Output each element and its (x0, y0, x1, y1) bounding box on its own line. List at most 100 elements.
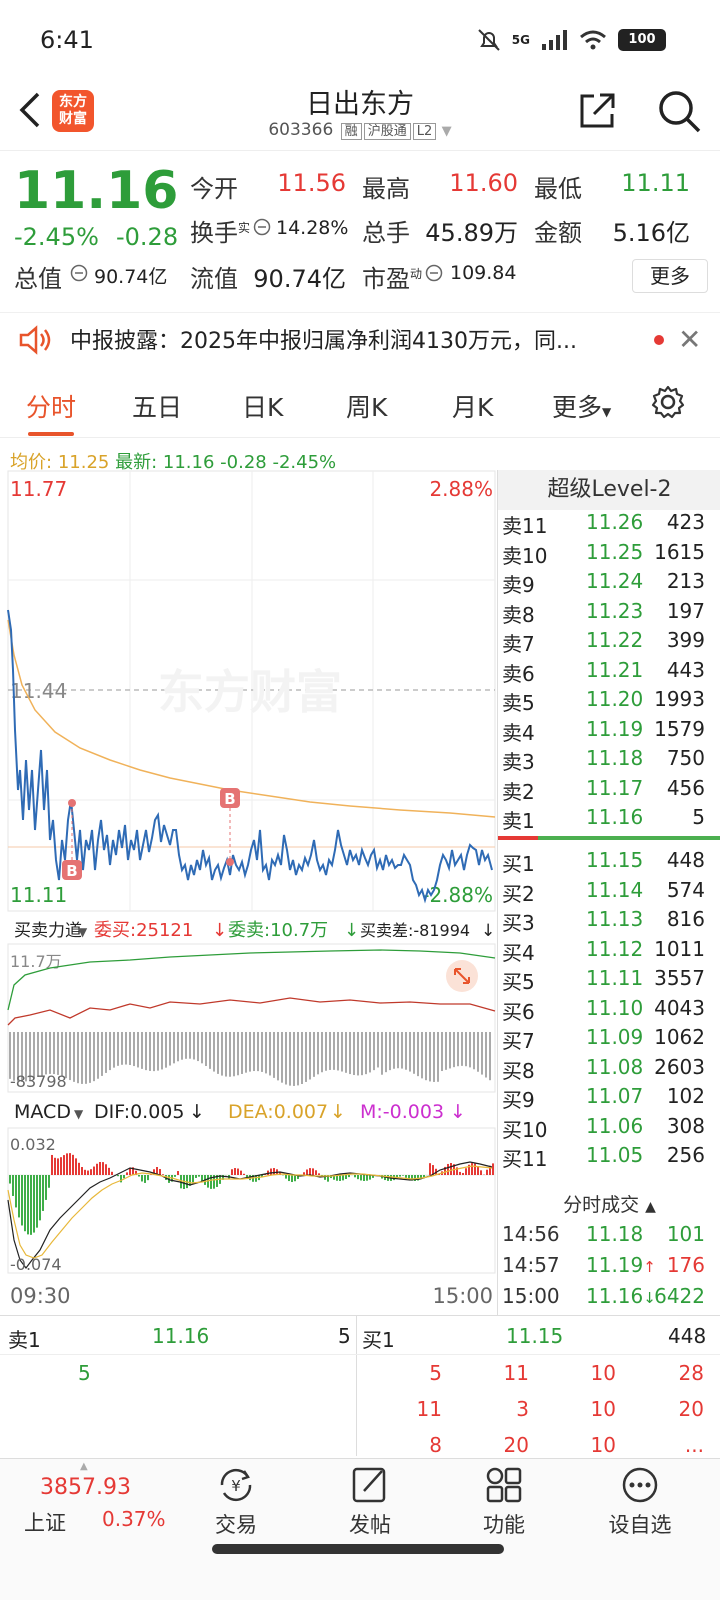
tick-volume: 101 (666, 1222, 705, 1246)
index-widget[interactable]: ▲ 3857.93 上证 0.37% (0, 1459, 176, 1549)
tab-intraday[interactable]: 分时 (26, 393, 77, 422)
tab-monthly-k[interactable]: 月K (452, 393, 494, 422)
l1-buy-vol: 448 (668, 1324, 707, 1348)
nav-add-watchlist-label: 设自选 (608, 1513, 672, 1537)
buy-level-row[interactable]: 买9 11.07 102 (498, 1084, 720, 1114)
sell-level-row[interactable]: 卖5 11.20 1993 (498, 687, 720, 717)
index-name: 上证 (24, 1511, 66, 1535)
share-icon[interactable] (578, 90, 618, 130)
turnover-info-icon[interactable] (253, 218, 271, 240)
dea-arrow: ↓ (330, 1101, 346, 1123)
search-icon[interactable] (656, 88, 702, 134)
sell-level-label: 卖9 (502, 573, 535, 597)
nav-functions-label: 功能 (483, 1513, 525, 1537)
sell-level-row[interactable]: 卖8 11.23 197 (498, 599, 720, 629)
buy-queue-item: 20 (678, 1397, 704, 1421)
sell-level-row[interactable]: 卖10 11.25 1615 (498, 540, 720, 570)
buy-queue-item: 28 (678, 1361, 704, 1385)
buy-level-row[interactable]: 买8 11.08 2603 (498, 1055, 720, 1085)
buy-queue-item: 10 (590, 1433, 616, 1457)
nav-add-watchlist[interactable]: 设自选 (580, 1459, 700, 1539)
sell-level-row[interactable]: 卖2 11.17 456 (498, 776, 720, 806)
buy-marker-dot (226, 858, 234, 866)
tag-hk-connect: 沪股通 (363, 123, 411, 140)
nav-trade[interactable]: ¥ 交易 (176, 1459, 296, 1539)
intraday-chart[interactable]: 东方财富 11.77 2.88% 11.44 11.11 -2.88% B B … (0, 470, 505, 1330)
tab-five-day[interactable]: 五日 (132, 393, 183, 422)
buy-level-label: 买2 (502, 881, 535, 906)
tab-daily-k[interactable]: 日K (242, 393, 284, 422)
dif-value: DIF:0.005 (94, 1101, 184, 1123)
buy-level-label: 买8 (502, 1058, 535, 1083)
market-cap-info-icon[interactable] (70, 264, 88, 286)
nav-post[interactable]: 发帖 (310, 1459, 430, 1539)
buy-level-label: 买5 (502, 970, 535, 994)
ticks-title[interactable]: 分时成交 ▲ (563, 1194, 656, 1216)
tick-direction: ↓ (643, 1289, 656, 1307)
buy-level-row[interactable]: 买10 11.06 308 (498, 1114, 720, 1144)
buy-level-row[interactable]: 买1 11.15 448 (498, 848, 720, 878)
sell-level-volume: 1615 (654, 539, 705, 564)
sell-level-row[interactable]: 卖1 11.16 5 (498, 805, 720, 835)
yen-refresh-icon: ¥ (220, 1468, 252, 1502)
buy-queue-item: 20 (503, 1433, 529, 1457)
order-book[interactable]: 超级Level-2 卖11 11.26 423 卖10 11.25 1615 卖9 11.24… (497, 470, 720, 1315)
buy-level-row[interactable]: 买6 11.10 4043 (498, 996, 720, 1026)
sell-queue-item: 5 (78, 1361, 91, 1385)
buy-level-row[interactable]: 买11 11.05 256 (498, 1143, 720, 1173)
tick-volume: 176 (666, 1253, 705, 1277)
dropdown-triangle-icon[interactable]: ▼ (441, 124, 452, 139)
tab-more[interactable]: 更多▼ (552, 393, 612, 422)
caret-up-icon: ▲ (80, 1461, 88, 1472)
price-line (7, 609, 493, 904)
buy-level-row[interactable]: 买4 11.12 1011 (498, 937, 720, 967)
buy-level-row[interactable]: 买3 11.13 816 (498, 907, 720, 937)
change-percent: -2.45% (14, 223, 99, 251)
high-label: 最高 (362, 175, 410, 203)
sell-force-line (7, 997, 496, 1026)
y-top-pct-label: 2.88% (429, 477, 493, 501)
sell-level-price: 11.23 (586, 598, 644, 623)
gear-icon[interactable] (650, 384, 686, 420)
sell-level-row[interactable]: 卖7 11.22 399 (498, 628, 720, 658)
buy-level-volume: 574 (666, 877, 705, 902)
close-icon[interactable]: ✕ (678, 323, 702, 356)
sell-level-row[interactable]: 卖11 11.26 423 (498, 510, 720, 540)
back-arrow-icon[interactable] (16, 90, 46, 130)
macd-label[interactable]: MACD (14, 1101, 71, 1123)
low-value: 11.11 (621, 169, 690, 197)
tab-weekly-k[interactable]: 周K (346, 393, 388, 422)
home-indicator[interactable] (212, 1544, 504, 1554)
logo-text: 东方财富 (59, 94, 87, 127)
collapse-triangle-icon[interactable]: ▲ (645, 1199, 656, 1215)
buy-level-row[interactable]: 买7 11.09 1062 (498, 1025, 720, 1055)
dropdown-triangle-icon[interactable]: ▼ (74, 1107, 84, 1121)
force-indicator-label[interactable]: 买卖力道 (14, 921, 82, 941)
turnover-label: 换手实 (190, 219, 251, 247)
sell-level-row[interactable]: 卖6 11.21 443 (498, 658, 720, 688)
price-summary-line: 均价: 11.25 最新: 11.16 -0.28 -2.45% (10, 448, 336, 474)
more-stats-button[interactable]: 更多 (632, 259, 708, 293)
l1-sell-vol: 5 (338, 1324, 351, 1348)
tick-price: 11.19↑ (586, 1253, 656, 1277)
sell-level-price: 11.24 (586, 569, 644, 593)
buy-level-price: 11.15 (586, 848, 644, 872)
buy-level-label: 买7 (502, 1029, 535, 1053)
buy-level-row[interactable]: 买5 11.11 3557 (498, 966, 720, 996)
nav-functions[interactable]: 功能 (444, 1459, 564, 1539)
dropdown-triangle-icon[interactable]: ▼ (78, 925, 88, 939)
m-value: M:-0.003 (360, 1101, 444, 1123)
change-amount: -0.28 (116, 223, 179, 251)
buy-marker-badge[interactable] (62, 860, 82, 880)
sell-level-row[interactable]: 卖3 11.18 750 (498, 746, 720, 776)
buy-level-row[interactable]: 买2 11.14 574 (498, 878, 720, 908)
pe-info-icon[interactable] (425, 264, 443, 286)
order-book-title[interactable]: 超级Level-2 (498, 470, 720, 510)
buy-marker-badge[interactable] (220, 788, 240, 808)
buy-ratio-bar (538, 836, 720, 840)
notice-bar[interactable]: 中报披露：2025年中报归属净利润4130万元，同... ✕ (0, 312, 720, 366)
sell-level-row[interactable]: 卖4 11.19 1579 (498, 717, 720, 747)
sell-level-row[interactable]: 卖9 11.24 213 (498, 569, 720, 599)
nav-trade-label: 交易 (215, 1513, 257, 1537)
wei-mai-sell-label: 委卖:10.7万 (228, 920, 328, 941)
